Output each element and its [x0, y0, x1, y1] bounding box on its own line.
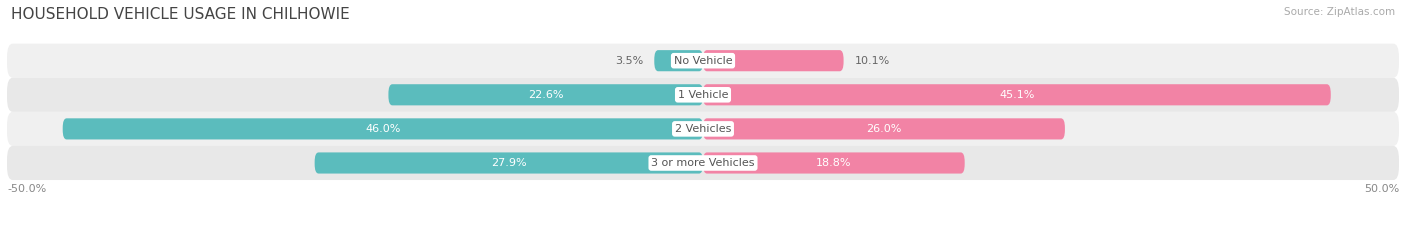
FancyBboxPatch shape	[7, 78, 1399, 112]
Text: 27.9%: 27.9%	[491, 158, 527, 168]
Text: 45.1%: 45.1%	[1000, 90, 1035, 100]
Text: 1 Vehicle: 1 Vehicle	[678, 90, 728, 100]
Text: No Vehicle: No Vehicle	[673, 56, 733, 66]
Text: 50.0%: 50.0%	[1364, 184, 1399, 194]
Text: 22.6%: 22.6%	[529, 90, 564, 100]
FancyBboxPatch shape	[703, 84, 1330, 105]
Text: 26.0%: 26.0%	[866, 124, 901, 134]
Text: 3 or more Vehicles: 3 or more Vehicles	[651, 158, 755, 168]
Text: 2 Vehicles: 2 Vehicles	[675, 124, 731, 134]
FancyBboxPatch shape	[388, 84, 703, 105]
Legend: Owner-occupied, Renter-occupied: Owner-occupied, Renter-occupied	[586, 230, 820, 233]
FancyBboxPatch shape	[7, 44, 1399, 78]
FancyBboxPatch shape	[7, 146, 1399, 180]
FancyBboxPatch shape	[703, 118, 1064, 140]
Text: HOUSEHOLD VEHICLE USAGE IN CHILHOWIE: HOUSEHOLD VEHICLE USAGE IN CHILHOWIE	[11, 7, 350, 22]
FancyBboxPatch shape	[7, 112, 1399, 146]
Text: 10.1%: 10.1%	[855, 56, 890, 66]
Text: 18.8%: 18.8%	[815, 158, 852, 168]
FancyBboxPatch shape	[703, 152, 965, 174]
FancyBboxPatch shape	[703, 50, 844, 71]
Text: 46.0%: 46.0%	[366, 124, 401, 134]
FancyBboxPatch shape	[315, 152, 703, 174]
Text: -50.0%: -50.0%	[7, 184, 46, 194]
FancyBboxPatch shape	[63, 118, 703, 140]
Text: Source: ZipAtlas.com: Source: ZipAtlas.com	[1284, 7, 1395, 17]
FancyBboxPatch shape	[654, 50, 703, 71]
Text: 3.5%: 3.5%	[614, 56, 643, 66]
